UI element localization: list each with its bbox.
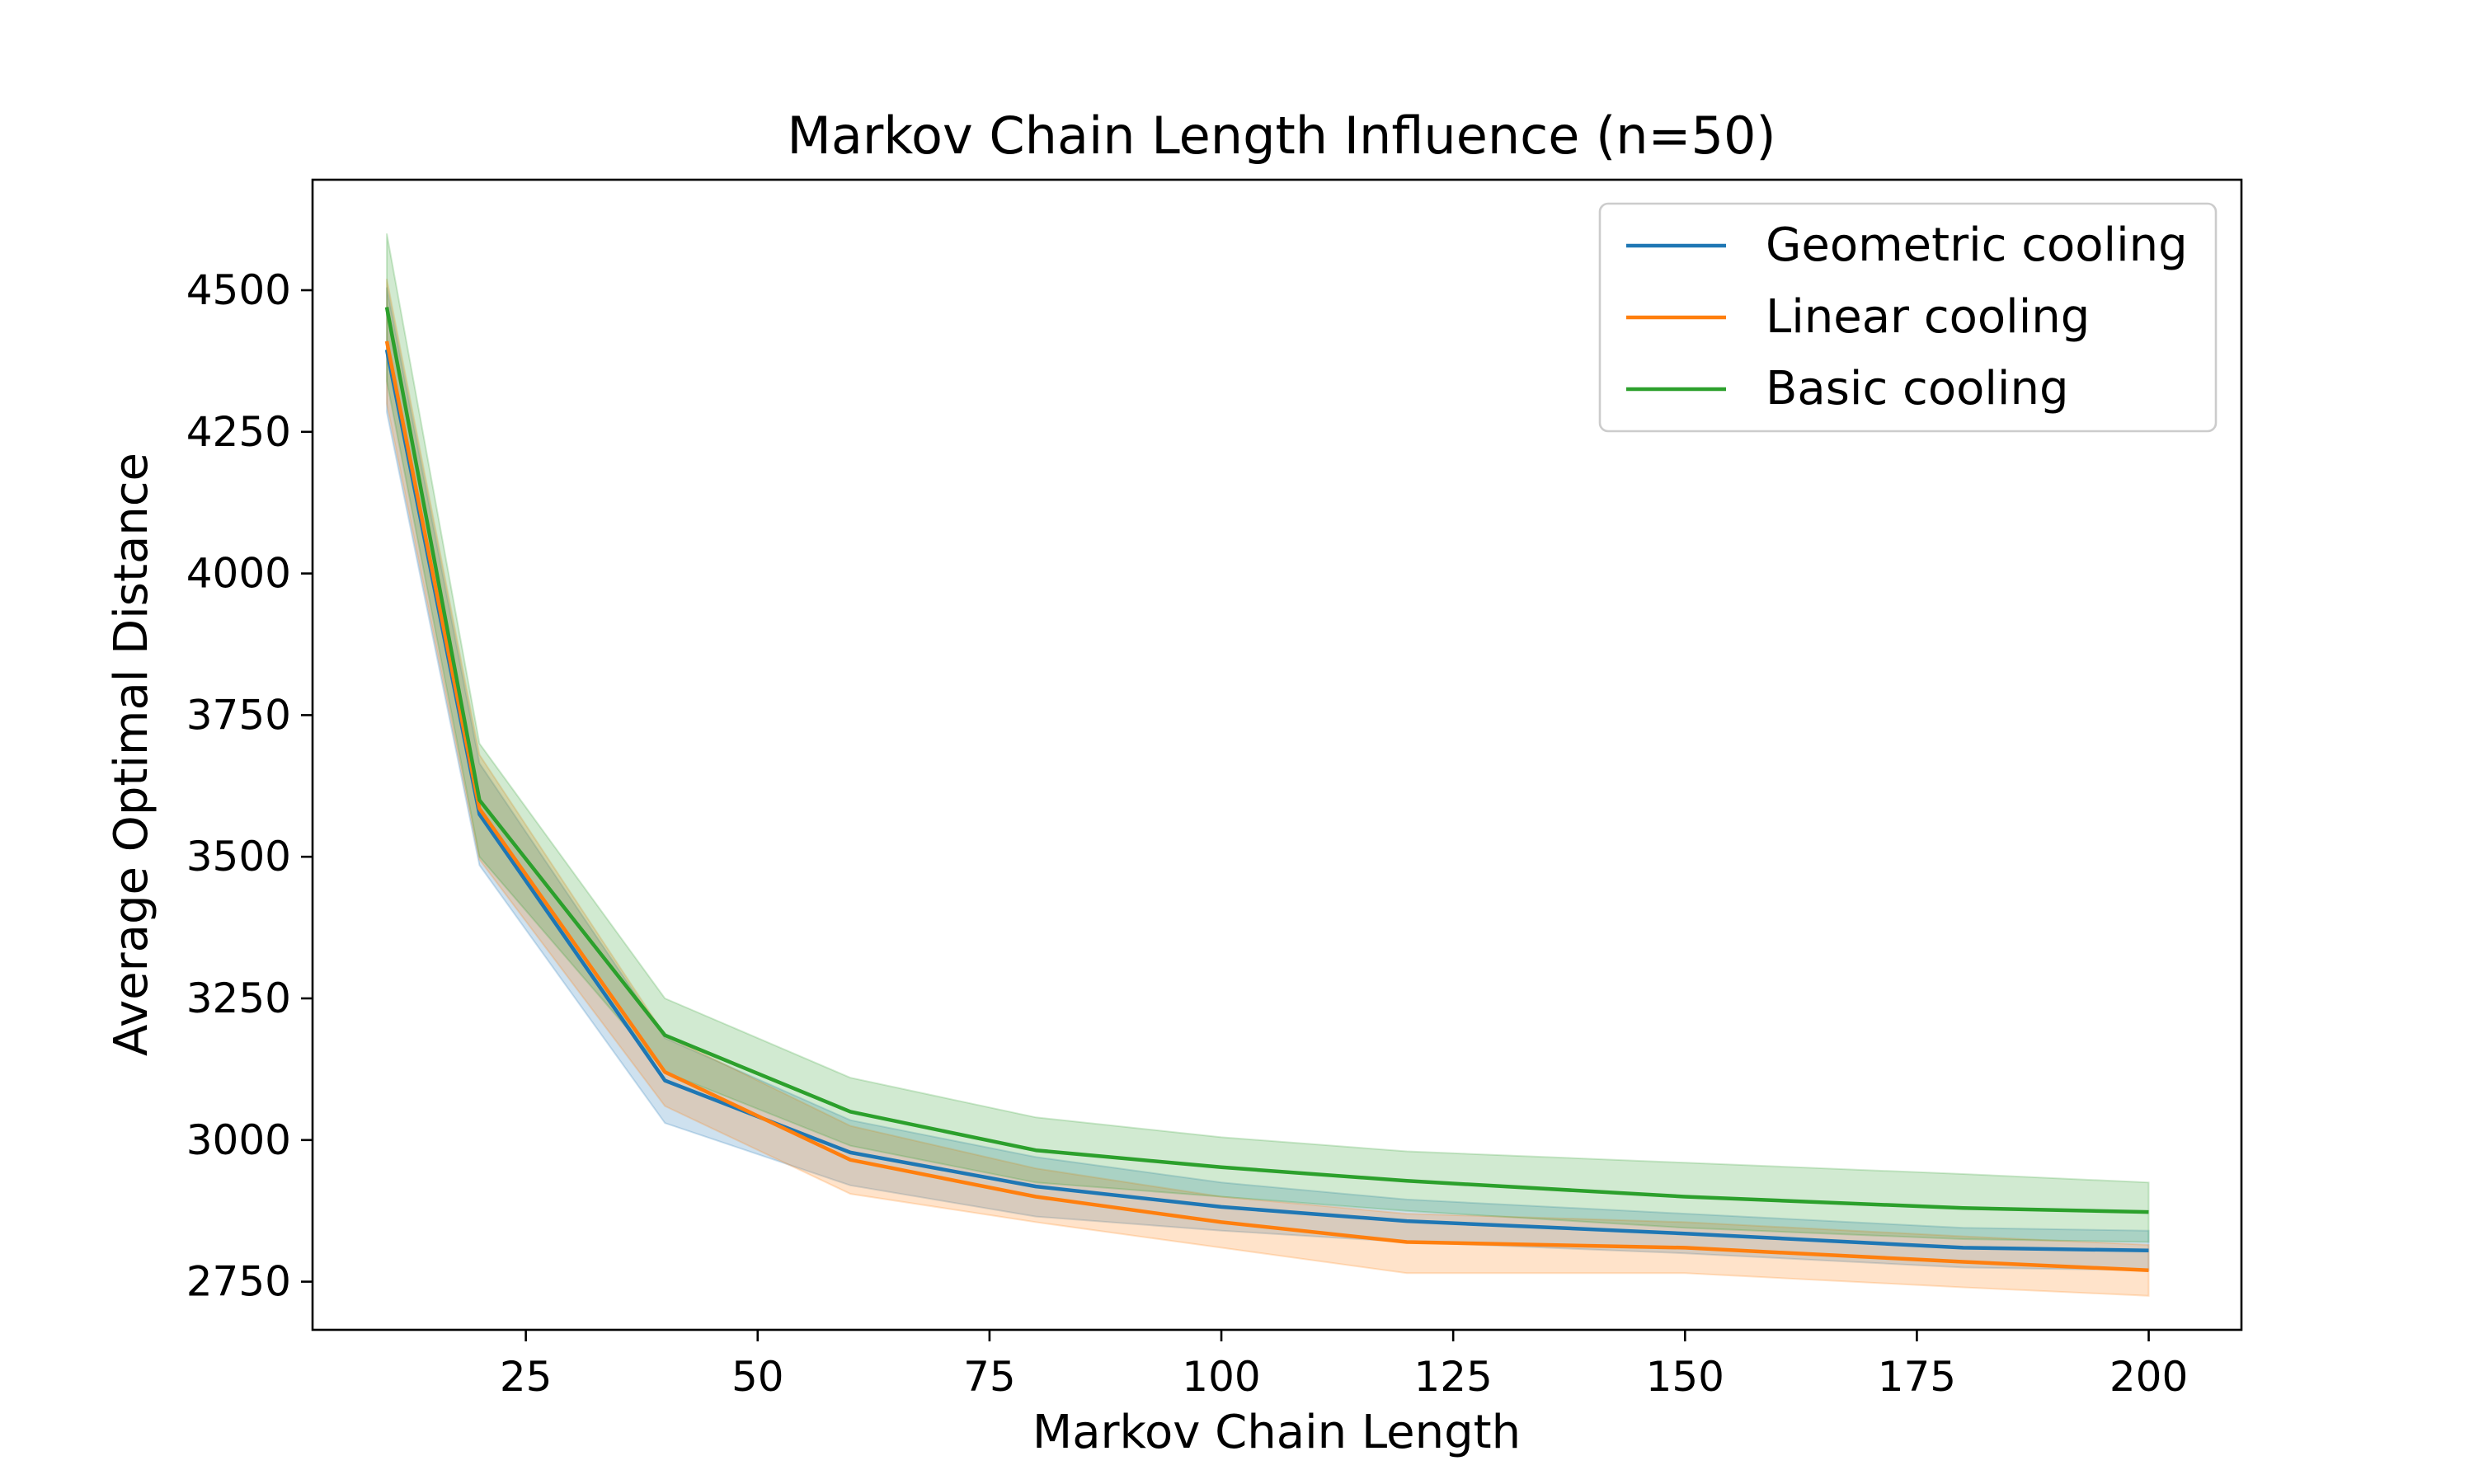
geometric-cooling-points [386, 350, 2149, 1251]
legend-label: Basic cooling [1766, 362, 2069, 416]
x-tick-label: 50 [731, 1353, 784, 1401]
geometric-cooling-line [384, 349, 2149, 1253]
x-tick-label: 75 [963, 1353, 1016, 1401]
y-tick-label: 3500 [186, 833, 291, 881]
y-tick-label: 3000 [186, 1116, 291, 1164]
series-lines [384, 307, 2149, 1273]
y-tick-label: 2750 [186, 1258, 291, 1306]
legend: Geometric cooling Linear cooling Basic coo… [1598, 202, 2218, 433]
linear-cooling-line [384, 340, 2149, 1273]
basic-cooling-points [386, 307, 2149, 1213]
x-axis-label: Markov Chain Length [1032, 1406, 1521, 1459]
x-tick-label: 150 [1646, 1353, 1724, 1401]
legend-label: Linear cooling [1766, 290, 2090, 344]
x-tick-label: 200 [2109, 1353, 2188, 1401]
y-tick-label: 4250 [186, 408, 291, 456]
plot-area [311, 178, 2243, 1331]
x-tick-label: 175 [1878, 1353, 1956, 1401]
y-axis-label: Average Optimal Distance [105, 453, 158, 1056]
x-axis: 25 50 75 100 125 150 175 200 [500, 1330, 2188, 1401]
legend-item-basic-cooling: Basic cooling [1626, 362, 2069, 416]
y-tick-label: 4500 [186, 266, 291, 314]
x-tick-label: 100 [1182, 1353, 1260, 1401]
legend-label: Geometric cooling [1766, 218, 2188, 272]
linear-cooling-band [386, 279, 2150, 1297]
x-tick-label: 125 [1413, 1353, 1492, 1401]
y-tick-label: 3250 [186, 974, 291, 1022]
basic-cooling-band [386, 233, 2150, 1243]
legend-item-geometric-cooling: Geometric cooling [1626, 218, 2188, 272]
y-tick-label: 3750 [186, 691, 291, 739]
x-tick-label: 25 [500, 1353, 553, 1401]
y-axis: 2750 3000 3250 3500 3750 4000 4250 4500 [186, 266, 313, 1306]
y-tick-label: 4000 [186, 550, 291, 598]
legend-item-linear-cooling: Linear cooling [1626, 290, 2090, 344]
basic-cooling-line [384, 307, 2149, 1214]
legend-box [1598, 202, 2218, 433]
linear-cooling-points [386, 340, 2149, 1270]
chart-title: Markov Chain Length Influence (n=50) [787, 106, 1776, 166]
